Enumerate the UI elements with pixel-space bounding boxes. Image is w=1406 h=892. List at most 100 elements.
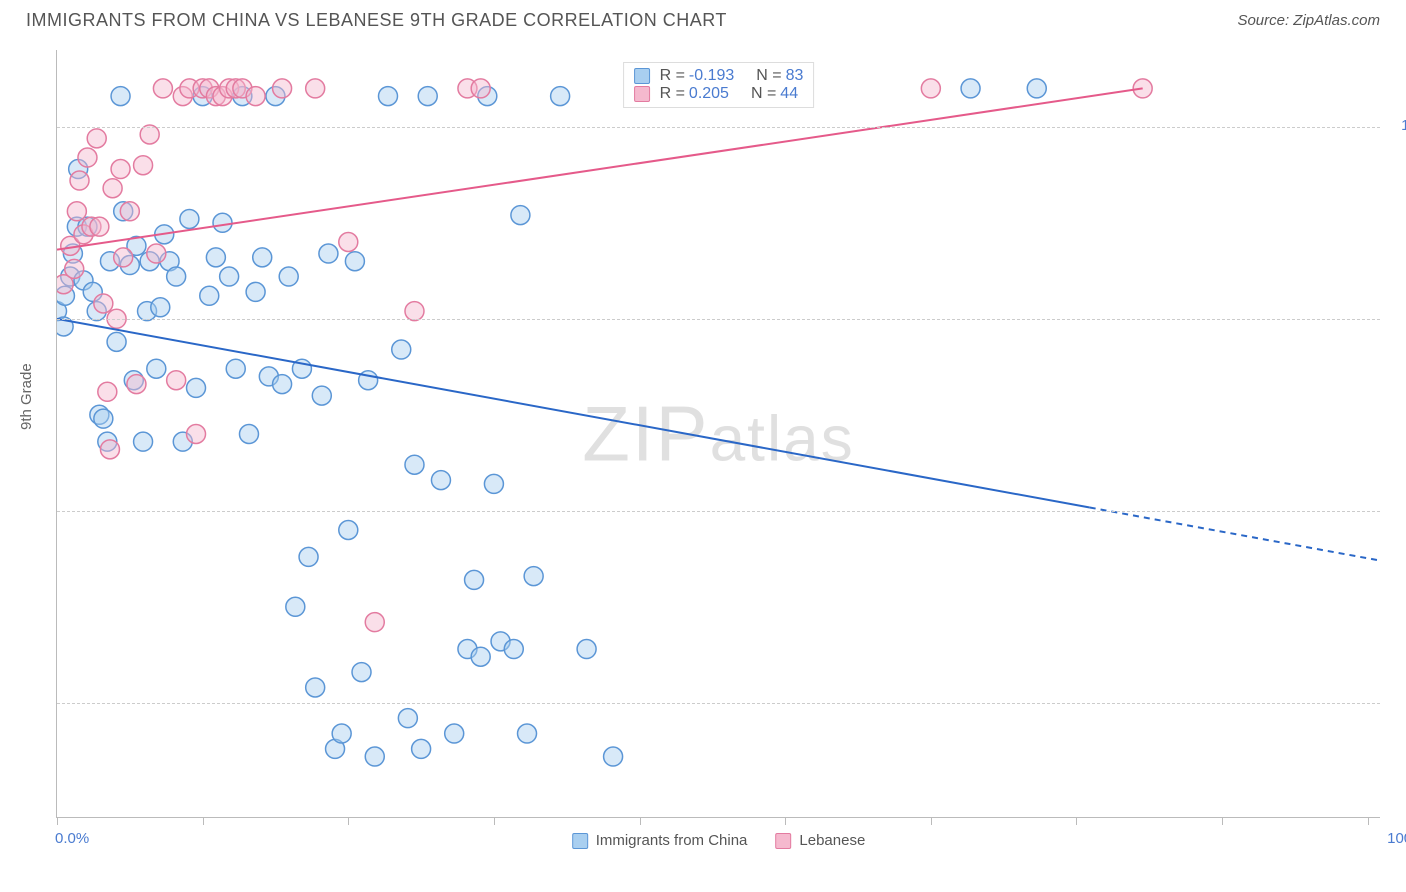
data-point <box>100 440 119 459</box>
data-point <box>405 455 424 474</box>
data-point <box>187 425 206 444</box>
data-point <box>1027 79 1046 98</box>
legend-swatch-a <box>572 833 588 849</box>
data-point <box>921 79 940 98</box>
x-tick <box>640 817 641 825</box>
data-point <box>67 202 86 221</box>
data-point <box>98 382 117 401</box>
data-point <box>226 359 245 378</box>
data-point <box>299 547 318 566</box>
data-point <box>107 332 126 351</box>
data-point <box>134 156 153 175</box>
data-point <box>94 294 113 313</box>
data-point <box>518 724 537 743</box>
data-point <box>127 375 146 394</box>
data-point <box>147 359 166 378</box>
data-point <box>213 213 232 232</box>
trend-line <box>57 319 1090 508</box>
legend-label-b: Lebanese <box>799 832 865 849</box>
x-tick <box>1222 817 1223 825</box>
gridline <box>57 511 1380 512</box>
data-point <box>111 87 130 106</box>
data-point <box>120 202 139 221</box>
gridline <box>57 703 1380 704</box>
data-point <box>577 640 596 659</box>
x-tick <box>494 817 495 825</box>
data-point <box>961 79 980 98</box>
x-tick <box>785 817 786 825</box>
data-point <box>365 747 384 766</box>
data-point <box>524 567 543 586</box>
y-tick-label: 90.0% <box>1388 501 1406 518</box>
legend-swatch-b <box>775 833 791 849</box>
x-tick <box>348 817 349 825</box>
data-point <box>239 425 258 444</box>
data-point <box>220 267 239 286</box>
data-point <box>465 570 484 589</box>
x-tick <box>57 817 58 825</box>
data-point <box>78 148 97 167</box>
x-tick <box>1368 817 1369 825</box>
data-point <box>70 171 89 190</box>
y-axis-label: 9th Grade <box>18 363 35 430</box>
data-point <box>200 286 219 305</box>
data-point <box>114 248 133 267</box>
data-point <box>167 371 186 390</box>
data-point <box>246 282 265 301</box>
data-point <box>431 471 450 490</box>
stat-n-b: 44 <box>780 85 798 102</box>
data-point <box>319 244 338 263</box>
data-point <box>246 87 265 106</box>
gridline <box>57 127 1380 128</box>
trend-line <box>57 88 1143 249</box>
data-point <box>471 647 490 666</box>
data-point <box>180 209 199 228</box>
data-point <box>392 340 411 359</box>
data-point <box>65 259 84 278</box>
data-point <box>551 87 570 106</box>
data-point <box>339 521 358 540</box>
data-point <box>306 79 325 98</box>
chart-title: IMMIGRANTS FROM CHINA VS LEBANESE 9TH GR… <box>26 10 727 31</box>
stats-swatch-b <box>634 86 650 102</box>
data-point <box>445 724 464 743</box>
data-point <box>339 233 358 252</box>
legend-label-a: Immigrants from China <box>596 832 748 849</box>
y-tick-label: 95.0% <box>1388 309 1406 326</box>
x-tick-label-left: 0.0% <box>55 830 89 847</box>
stats-swatch-a <box>634 68 650 84</box>
stats-legend: R =-0.193 N =83 R =0.205 N =44 <box>623 62 815 108</box>
trend-line <box>1090 507 1381 560</box>
data-point <box>147 244 166 263</box>
data-point <box>484 474 503 493</box>
x-tick <box>931 817 932 825</box>
data-point <box>379 87 398 106</box>
data-point <box>140 125 159 144</box>
data-point <box>187 378 206 397</box>
data-point <box>412 739 431 758</box>
data-point <box>306 678 325 697</box>
data-point <box>365 613 384 632</box>
data-point <box>167 267 186 286</box>
series-legend: Immigrants from China Lebanese <box>572 832 866 849</box>
data-point <box>103 179 122 198</box>
gridline <box>57 319 1380 320</box>
x-tick <box>1076 817 1077 825</box>
chart-plot-area: ZIPatlas R =-0.193 N =83 R =0.205 N =44 … <box>56 50 1380 818</box>
data-point <box>273 79 292 98</box>
data-point <box>398 709 417 728</box>
data-point <box>253 248 272 267</box>
data-point <box>504 640 523 659</box>
x-tick-label-right: 100.0% <box>1387 830 1406 847</box>
data-point <box>134 432 153 451</box>
stat-r-a: -0.193 <box>689 67 734 84</box>
y-tick-label: 85.0% <box>1388 693 1406 710</box>
data-point <box>279 267 298 286</box>
data-point <box>90 217 109 236</box>
data-point <box>352 663 371 682</box>
data-point <box>87 129 106 148</box>
data-point <box>273 375 292 394</box>
data-point <box>511 206 530 225</box>
data-point <box>286 597 305 616</box>
data-point <box>111 160 130 179</box>
